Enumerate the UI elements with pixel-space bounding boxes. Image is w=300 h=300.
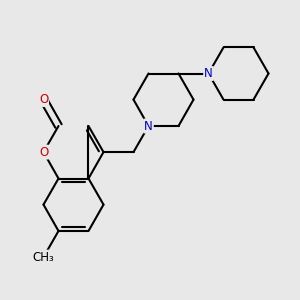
Text: N: N: [204, 67, 213, 80]
Text: N: N: [144, 119, 153, 133]
Text: O: O: [39, 146, 48, 159]
Text: CH₃: CH₃: [33, 250, 54, 264]
Text: O: O: [39, 93, 48, 106]
